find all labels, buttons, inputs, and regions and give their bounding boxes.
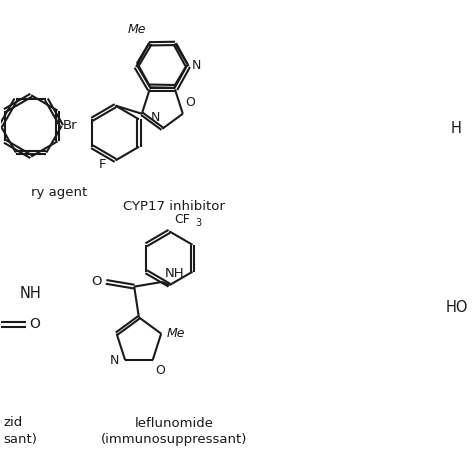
Text: (immunosuppressant): (immunosuppressant) <box>101 433 247 446</box>
Text: 3: 3 <box>195 219 201 228</box>
Text: F: F <box>99 158 106 171</box>
Text: CYP17 inhibitor: CYP17 inhibitor <box>123 200 225 213</box>
Text: sant): sant) <box>3 433 37 446</box>
Text: Br: Br <box>63 119 78 132</box>
Text: CF: CF <box>174 213 190 226</box>
Text: O: O <box>91 275 101 288</box>
Text: N: N <box>110 354 119 366</box>
Text: O: O <box>29 318 40 331</box>
Text: HO: HO <box>446 301 468 315</box>
Text: ry agent: ry agent <box>31 186 87 199</box>
Text: H: H <box>450 121 461 136</box>
Text: leflunomide: leflunomide <box>135 417 213 430</box>
Text: Me: Me <box>167 327 185 340</box>
Text: NH: NH <box>164 266 184 280</box>
Text: NH: NH <box>19 286 41 301</box>
Text: Me: Me <box>128 23 146 36</box>
Text: O: O <box>185 96 195 109</box>
Text: N: N <box>151 111 160 124</box>
Text: zid: zid <box>3 416 22 429</box>
Text: N: N <box>191 59 201 72</box>
Text: O: O <box>155 364 165 377</box>
